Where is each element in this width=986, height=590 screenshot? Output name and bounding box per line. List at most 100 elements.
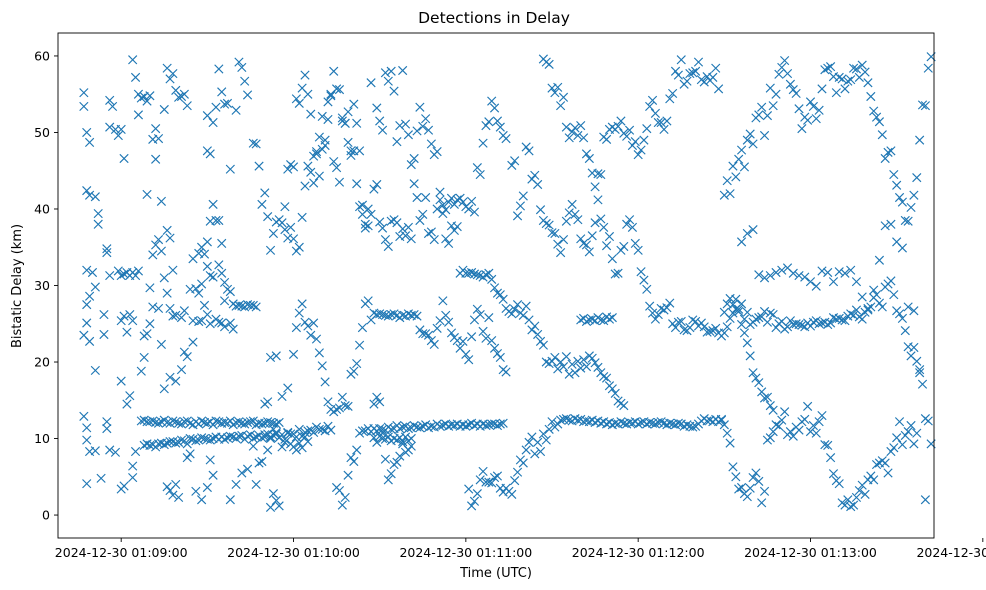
data-point bbox=[909, 342, 919, 353]
data-point bbox=[581, 316, 592, 327]
data-point bbox=[311, 334, 322, 344]
data-point bbox=[286, 222, 296, 232]
data-point bbox=[283, 428, 293, 438]
data-point bbox=[237, 468, 247, 478]
data-point bbox=[130, 446, 141, 457]
data-point bbox=[125, 391, 135, 401]
data-point bbox=[736, 319, 747, 330]
data-point bbox=[128, 316, 138, 326]
data-point bbox=[662, 116, 672, 126]
data-point bbox=[217, 87, 227, 97]
data-point bbox=[679, 325, 689, 335]
data-point bbox=[593, 195, 603, 205]
data-point bbox=[426, 139, 436, 149]
data-point bbox=[544, 59, 554, 69]
data-point bbox=[139, 352, 149, 363]
data-point bbox=[647, 95, 658, 105]
data-point bbox=[616, 116, 626, 126]
data-point bbox=[105, 445, 115, 455]
data-point bbox=[647, 308, 658, 318]
data-point bbox=[573, 356, 583, 366]
data-point bbox=[642, 284, 652, 294]
data-point bbox=[225, 416, 235, 426]
data-point bbox=[699, 322, 709, 332]
data-point bbox=[759, 306, 770, 317]
data-point bbox=[587, 314, 597, 324]
data-point bbox=[257, 199, 267, 210]
data-point bbox=[311, 146, 322, 157]
data-point bbox=[662, 303, 672, 313]
x-tick-label: 2024-12-30 01:12:00 bbox=[572, 545, 705, 560]
data-point bbox=[596, 169, 606, 180]
data-point bbox=[372, 437, 382, 447]
data-point bbox=[105, 95, 115, 105]
data-point bbox=[673, 317, 683, 327]
data-point bbox=[418, 329, 428, 339]
data-point bbox=[869, 106, 879, 116]
data-point bbox=[151, 124, 161, 134]
data-point bbox=[857, 314, 867, 324]
data-point bbox=[274, 501, 284, 511]
data-point bbox=[501, 133, 511, 144]
data-point bbox=[599, 222, 609, 232]
data-point bbox=[742, 338, 752, 348]
data-point bbox=[116, 270, 126, 281]
data-point bbox=[535, 446, 546, 457]
data-point bbox=[561, 414, 571, 424]
data-point bbox=[418, 209, 428, 219]
data-point bbox=[116, 376, 126, 386]
data-point bbox=[156, 339, 167, 350]
data-point bbox=[334, 485, 345, 496]
data-point bbox=[334, 85, 345, 95]
data-point bbox=[877, 302, 887, 312]
data-point bbox=[219, 322, 230, 332]
data-point bbox=[237, 62, 247, 73]
data-point bbox=[303, 426, 313, 436]
data-point bbox=[613, 121, 623, 131]
data-point bbox=[512, 467, 523, 477]
data-point bbox=[771, 420, 781, 430]
data-point bbox=[199, 300, 210, 311]
data-point bbox=[219, 277, 230, 288]
data-point bbox=[314, 171, 324, 181]
data-point bbox=[719, 420, 729, 430]
data-point bbox=[242, 417, 253, 428]
data-point bbox=[165, 233, 175, 243]
data-point bbox=[897, 313, 908, 324]
data-point bbox=[415, 325, 425, 335]
data-point bbox=[128, 461, 138, 471]
data-point bbox=[314, 132, 324, 142]
data-point bbox=[871, 112, 882, 122]
data-point bbox=[564, 208, 574, 218]
data-point bbox=[354, 202, 365, 212]
data-point bbox=[122, 399, 132, 409]
data-point bbox=[754, 476, 764, 486]
data-point bbox=[645, 301, 655, 311]
data-point bbox=[113, 130, 123, 141]
data-point bbox=[883, 147, 893, 157]
data-point bbox=[581, 149, 592, 159]
data-point bbox=[811, 114, 821, 124]
data-point bbox=[825, 318, 836, 328]
data-point bbox=[363, 221, 373, 231]
data-point bbox=[383, 241, 393, 252]
data-point bbox=[808, 317, 818, 327]
data-point bbox=[848, 500, 859, 510]
data-point bbox=[860, 67, 870, 77]
data-point bbox=[418, 421, 428, 431]
data-point bbox=[800, 414, 810, 425]
data-point bbox=[366, 209, 376, 219]
data-point bbox=[174, 418, 184, 428]
data-point bbox=[153, 303, 164, 314]
x-tick-label: 2024-12-30 01:14:00 bbox=[916, 545, 986, 560]
data-point bbox=[469, 207, 480, 217]
data-point bbox=[263, 212, 273, 222]
data-point bbox=[403, 222, 414, 232]
x-axis-label: Time (UTC) bbox=[459, 566, 532, 581]
data-point bbox=[487, 478, 497, 488]
data-point bbox=[745, 351, 755, 361]
data-point bbox=[357, 200, 368, 210]
data-point bbox=[469, 496, 480, 506]
data-point bbox=[791, 319, 801, 329]
data-point bbox=[406, 234, 416, 244]
